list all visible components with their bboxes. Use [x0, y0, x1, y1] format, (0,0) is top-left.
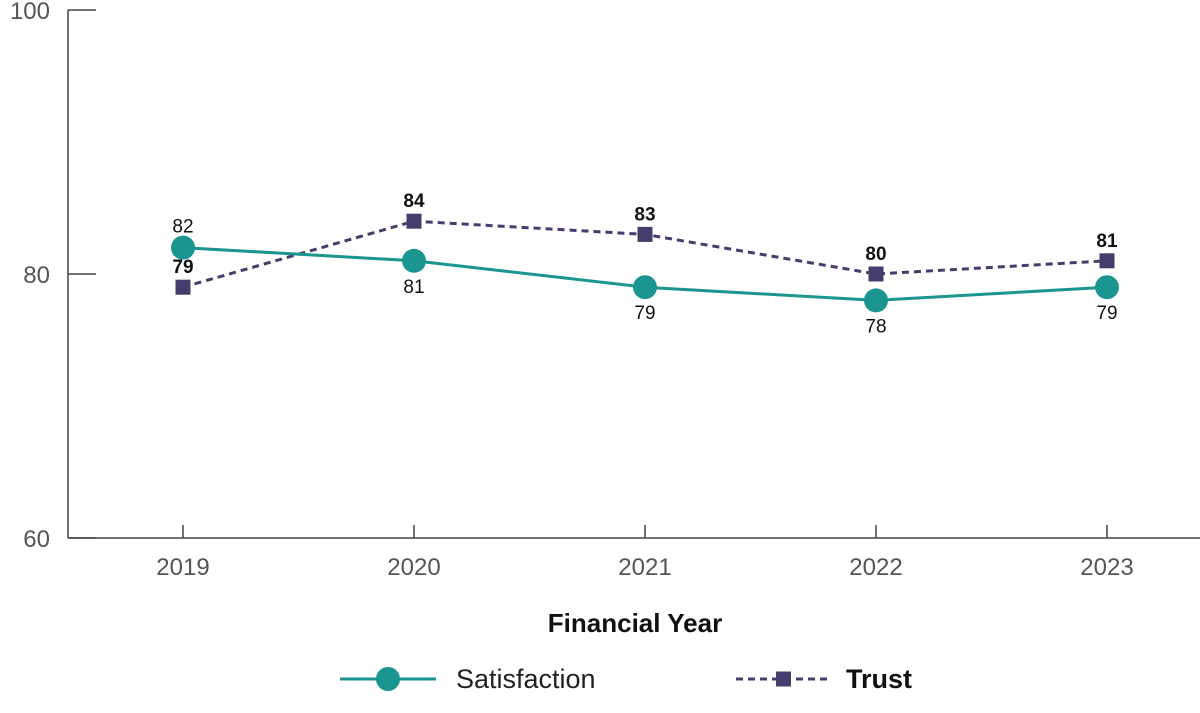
- data-labels: 82 81 79 78 79 79 84 83 80 81: [172, 191, 1118, 337]
- satisfaction-point: [171, 235, 195, 260]
- legend: Satisfaction Trust: [340, 664, 912, 694]
- satisfaction-point: [402, 248, 426, 273]
- y-tick-label: 60: [23, 526, 50, 553]
- trust-data-label: 81: [1096, 231, 1118, 252]
- trust-data-label: 83: [634, 204, 655, 225]
- satisfaction-point: [1095, 275, 1119, 300]
- satisfaction-data-label: 79: [1096, 303, 1117, 324]
- legend-satisfaction-label: Satisfaction: [456, 664, 596, 694]
- x-tick-label: 2023: [1080, 554, 1133, 581]
- trust-point: [637, 226, 653, 242]
- trust-data-label: 80: [865, 244, 886, 265]
- trust-data-label: 79: [172, 257, 193, 278]
- trust-point: [868, 266, 884, 282]
- series-layer: [171, 213, 1119, 313]
- x-tick-label: 2021: [618, 554, 671, 581]
- x-tick-label: 2022: [849, 554, 902, 581]
- trust-point: [1099, 253, 1115, 269]
- x-tick-label: 2019: [156, 554, 209, 581]
- axes: 60 80 100 2019 2020 2021 2022 2023: [10, 0, 1200, 581]
- satisfaction-point: [633, 275, 657, 300]
- trust-data-label: 84: [403, 191, 425, 212]
- satisfaction-data-label: 82: [172, 217, 193, 238]
- legend-trust-label: Trust: [846, 664, 912, 694]
- satisfaction-data-label: 78: [865, 316, 886, 337]
- y-tick-label: 100: [10, 0, 50, 25]
- legend-satisfaction-marker: [376, 667, 400, 691]
- trust-point: [175, 279, 191, 295]
- legend-trust-marker: [776, 671, 791, 687]
- satisfaction-data-label: 79: [634, 303, 655, 324]
- satisfaction-point: [864, 288, 888, 313]
- x-tick-label: 2020: [387, 554, 440, 581]
- x-axis-title: Financial Year: [548, 608, 722, 638]
- satisfaction-data-label: 81: [403, 277, 424, 298]
- trust-point: [406, 213, 422, 229]
- y-tick-label: 80: [23, 262, 50, 289]
